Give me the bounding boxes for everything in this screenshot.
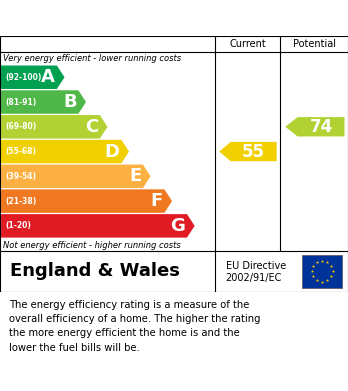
Text: Not energy efficient - higher running costs: Not energy efficient - higher running co… bbox=[3, 240, 181, 249]
Text: EU Directive: EU Directive bbox=[226, 261, 286, 271]
Text: A: A bbox=[41, 68, 55, 86]
Text: (1-20): (1-20) bbox=[5, 221, 31, 230]
Polygon shape bbox=[1, 165, 151, 188]
Text: England & Wales: England & Wales bbox=[10, 262, 180, 280]
Text: Very energy efficient - lower running costs: Very energy efficient - lower running co… bbox=[3, 54, 182, 63]
Text: The energy efficiency rating is a measure of the
overall efficiency of a home. T: The energy efficiency rating is a measur… bbox=[9, 300, 260, 353]
Text: Current: Current bbox=[229, 39, 266, 49]
Text: (55-68): (55-68) bbox=[5, 147, 36, 156]
Text: 74: 74 bbox=[309, 118, 333, 136]
Bar bbox=[302, 255, 342, 288]
Text: F: F bbox=[150, 192, 163, 210]
Text: Energy Efficiency Rating: Energy Efficiency Rating bbox=[10, 9, 239, 27]
Text: (81-91): (81-91) bbox=[5, 97, 37, 106]
Text: 2002/91/EC: 2002/91/EC bbox=[226, 273, 282, 283]
Text: C: C bbox=[85, 118, 98, 136]
Text: (69-80): (69-80) bbox=[5, 122, 37, 131]
Text: E: E bbox=[129, 167, 141, 185]
Text: G: G bbox=[171, 217, 185, 235]
Polygon shape bbox=[1, 66, 64, 89]
Polygon shape bbox=[1, 90, 86, 114]
Polygon shape bbox=[1, 115, 108, 138]
Polygon shape bbox=[219, 142, 277, 161]
Text: (21-38): (21-38) bbox=[5, 197, 37, 206]
Text: (92-100): (92-100) bbox=[5, 73, 42, 82]
Polygon shape bbox=[1, 140, 129, 163]
Polygon shape bbox=[1, 189, 172, 213]
Polygon shape bbox=[1, 214, 195, 238]
Text: Potential: Potential bbox=[293, 39, 335, 49]
Text: 55: 55 bbox=[242, 143, 265, 161]
Text: B: B bbox=[63, 93, 77, 111]
Text: D: D bbox=[105, 143, 120, 161]
Text: (39-54): (39-54) bbox=[5, 172, 36, 181]
Polygon shape bbox=[285, 117, 345, 136]
